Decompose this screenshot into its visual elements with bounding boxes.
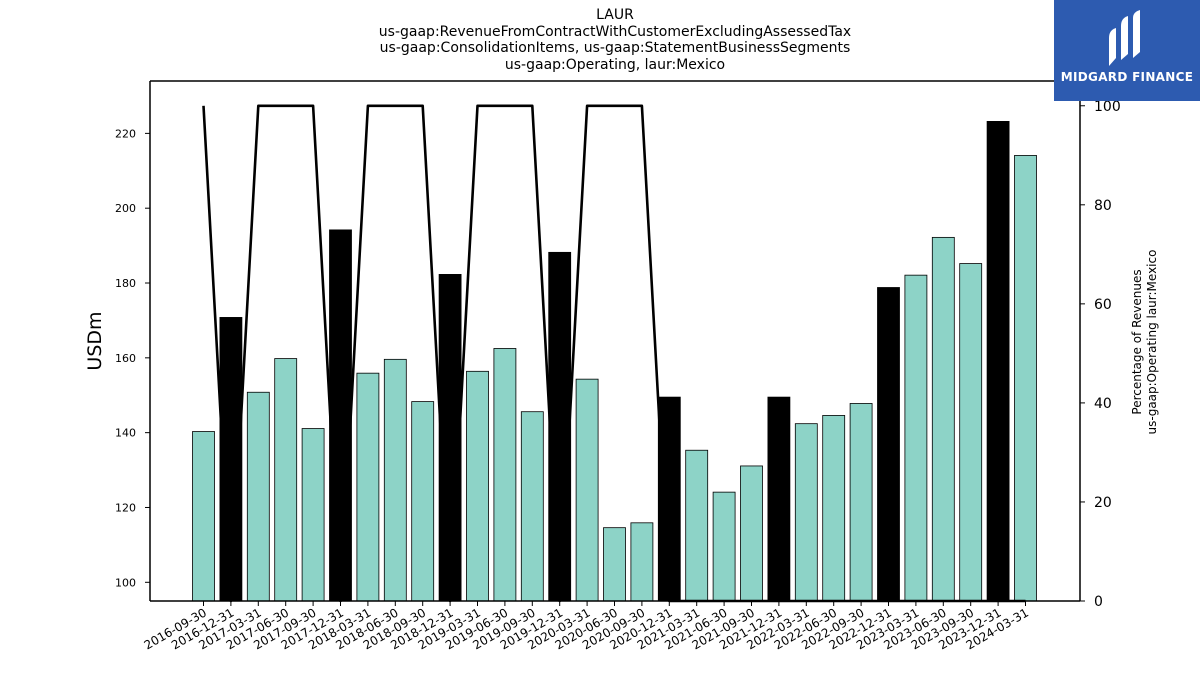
y2-tick-label-20: 20 xyxy=(1094,495,1112,511)
bar-2024-03-31 xyxy=(1014,155,1037,602)
title-line-4: us-gaap:Operating, laur:Mexico xyxy=(504,56,726,73)
y-tick-label-220: 220 xyxy=(115,127,136,140)
bar-2019-09-30 xyxy=(520,411,544,602)
title-line-3: us-gaap:ConsolidationItems, us-gaap:Stat… xyxy=(379,40,851,56)
y2-axis-label-line-1: Percentage of Revenues xyxy=(1130,269,1144,414)
bar-2023-03-31 xyxy=(904,274,928,602)
bar-2021-09-30 xyxy=(740,465,763,602)
y-tick-label-200: 200 xyxy=(115,202,136,215)
logo-text: MIDGARD FINANCE xyxy=(1060,70,1194,84)
bar-2018-12-31 xyxy=(438,274,462,602)
bar-2022-09-30 xyxy=(849,403,873,602)
bar-2020-06-30 xyxy=(603,527,626,602)
bar-2018-03-31 xyxy=(356,372,380,602)
y2-tick-label-40: 40 xyxy=(1094,396,1112,412)
y2-axis-label-line-2: us-gaap:Operating laur:Mexico xyxy=(1145,250,1159,435)
midgard-finance-logo: MIDGARD FINANCE xyxy=(1054,0,1200,101)
y2-tick-label-80: 80 xyxy=(1094,198,1112,214)
y-axis-label: USDm xyxy=(84,311,106,370)
bar-2021-03-31 xyxy=(685,449,709,602)
bar-2023-09-30 xyxy=(959,263,983,602)
logo-mark-icon xyxy=(1109,10,1140,66)
bar-2020-03-31 xyxy=(575,378,599,602)
bar-2023-06-30 xyxy=(931,236,955,602)
bar-2019-03-31 xyxy=(466,370,489,602)
y-tick-label-140: 140 xyxy=(115,427,136,440)
bar-2017-06-30 xyxy=(274,358,298,602)
bar-2017-12-31 xyxy=(329,229,352,602)
bar-2022-03-31 xyxy=(794,423,818,602)
y2-tick-label-100: 100 xyxy=(1094,99,1121,115)
bar-2019-06-30 xyxy=(493,348,517,602)
bar-2018-06-30 xyxy=(383,358,407,602)
bar-2022-06-30 xyxy=(822,415,846,602)
y-tick-label-180: 180 xyxy=(115,277,136,290)
y-tick-label-120: 120 xyxy=(115,501,136,514)
title-line-1: LAUR xyxy=(596,7,634,23)
y2-tick-label-60: 60 xyxy=(1094,297,1112,313)
bar-2017-09-30 xyxy=(301,428,325,602)
bar-2018-09-30 xyxy=(411,401,435,602)
title-line-2: us-gaap:RevenueFromContractWithCustomerE… xyxy=(378,23,852,40)
bar-2017-03-31 xyxy=(246,391,270,602)
percentage-line xyxy=(202,104,1026,603)
bar-2022-12-31 xyxy=(877,287,900,602)
bar-2021-06-30 xyxy=(712,491,736,602)
bar-2023-12-31 xyxy=(986,121,1010,602)
bar-2016-09-30 xyxy=(192,431,215,602)
bar-2021-12-31 xyxy=(767,396,791,602)
bar-2020-09-30 xyxy=(630,522,654,602)
bar-2020-12-31 xyxy=(657,396,681,602)
y2-tick-label-0: 0 xyxy=(1094,594,1103,610)
y-tick-label-100: 100 xyxy=(115,576,136,589)
y-tick-label-160: 160 xyxy=(115,352,136,365)
bar-2019-12-31 xyxy=(548,251,572,602)
